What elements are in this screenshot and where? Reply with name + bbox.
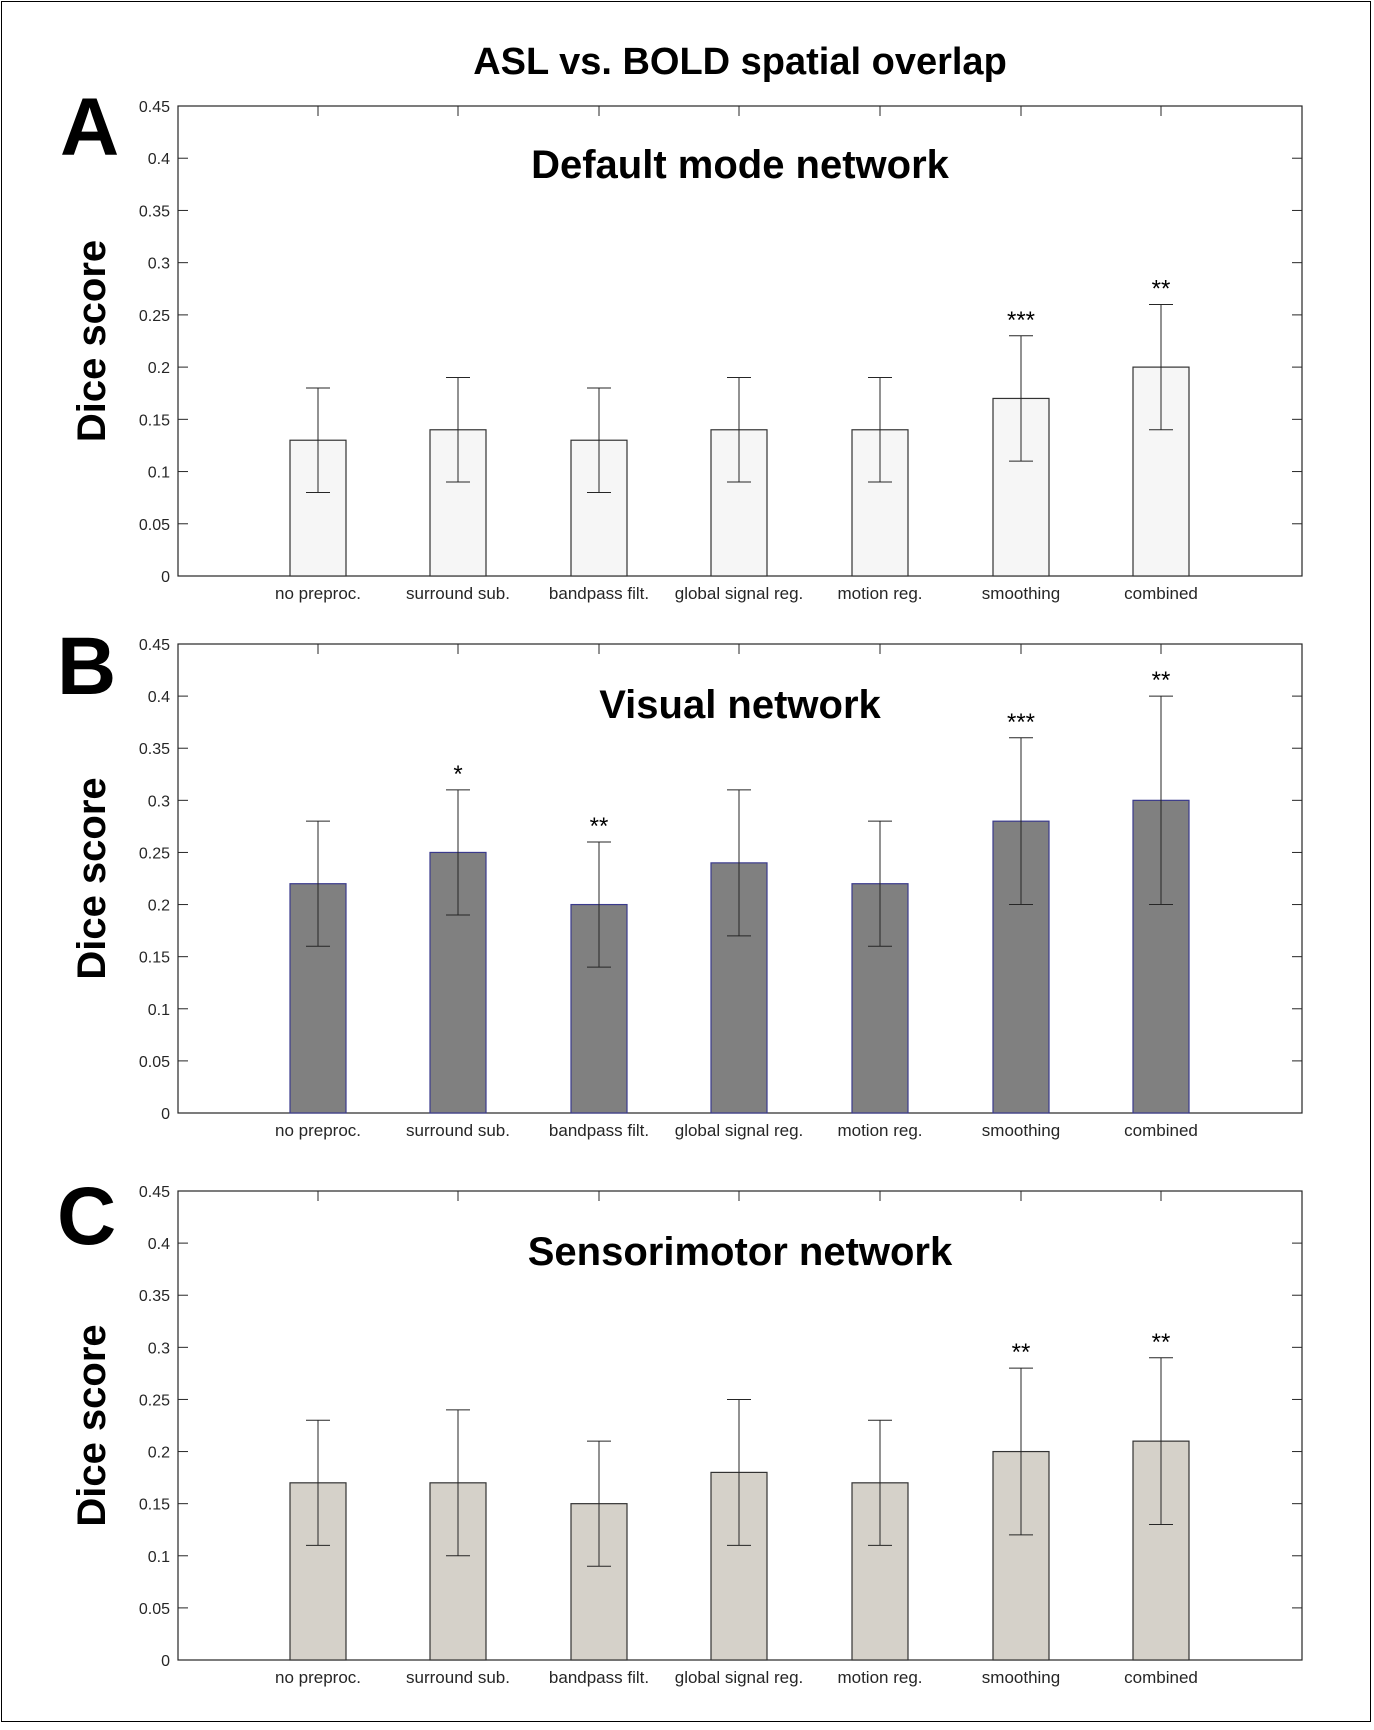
x-tick-label: surround sub.	[406, 1668, 510, 1687]
y-tick-label: 0.25	[139, 308, 170, 325]
x-tick-label: no preproc.	[275, 1121, 361, 1140]
y-tick-label: 0.1	[148, 1002, 170, 1019]
y-tick-label: 0.3	[148, 256, 170, 273]
x-tick-label: motion reg.	[837, 1121, 922, 1140]
y-tick-label: 0.1	[148, 465, 170, 482]
y-tick-label: 0.45	[139, 637, 170, 654]
x-tick-label: global signal reg.	[675, 1668, 804, 1687]
x-tick-label: no preproc.	[275, 1668, 361, 1687]
y-tick-label: 0.2	[148, 898, 170, 915]
x-tick-label: motion reg.	[837, 584, 922, 603]
x-tick-label: motion reg.	[837, 1668, 922, 1687]
panel-title: Default mode network	[531, 143, 950, 187]
y-tick-label: 0.35	[139, 741, 170, 758]
significance-marker: **	[1152, 275, 1171, 302]
x-tick-label: combined	[1124, 1121, 1198, 1140]
x-tick-label: global signal reg.	[675, 1121, 804, 1140]
x-tick-label: bandpass filt.	[549, 1668, 649, 1687]
significance-marker: **	[1012, 1339, 1031, 1366]
panel-b: B Visual network Dice score 0 0.05 0.1 0.15 0.2…	[57, 621, 1303, 1140]
x-tick-label: bandpass filt.	[549, 1121, 649, 1140]
significance-marker: ***	[1007, 709, 1035, 736]
y-tick-label: 0	[161, 1106, 170, 1123]
panel-title: Sensorimotor network	[528, 1230, 953, 1274]
significance-marker: **	[590, 813, 609, 840]
y-tick-label: 0.15	[139, 950, 170, 967]
y-tick-label: 0.35	[139, 203, 170, 220]
significance-marker: **	[1152, 667, 1171, 694]
panel-a: A Default mode network Dice score 0 0.05 0.1 0…	[60, 82, 1303, 603]
x-tick-label: smoothing	[982, 1121, 1060, 1140]
significance-marker: *	[453, 761, 462, 788]
x-tick-label: bandpass filt.	[549, 584, 649, 603]
y-tick-label: 0.25	[139, 845, 170, 862]
y-tick-label: 0.3	[148, 793, 170, 810]
significance-marker: **	[1152, 1329, 1171, 1356]
y-axis-label: Dice score	[70, 777, 114, 979]
y-tick-label: 0.05	[139, 517, 170, 534]
panel-c: C Sensorimotor network Dice score 0 0.05 0.1 0…	[57, 1171, 1303, 1687]
x-tick-label: surround sub.	[406, 584, 510, 603]
y-tick-label: 0	[161, 1653, 170, 1670]
y-tick-label: 0	[161, 569, 170, 586]
x-tick-label: global signal reg.	[675, 584, 804, 603]
x-tick-label: surround sub.	[406, 1121, 510, 1140]
y-tick-label: 0.15	[139, 412, 170, 429]
panel-label: A	[60, 82, 119, 173]
y-tick-label: 0.35	[139, 1288, 170, 1305]
significance-marker: ***	[1007, 307, 1035, 334]
y-tick-label: 0.25	[139, 1392, 170, 1409]
y-axis-label: Dice score	[70, 1324, 114, 1526]
y-tick-label: 0.1	[148, 1549, 170, 1566]
panel-label: B	[57, 621, 116, 712]
panel-title: Visual network	[599, 683, 881, 727]
x-tick-label: combined	[1124, 1668, 1198, 1687]
panel-label: C	[57, 1171, 116, 1262]
y-tick-label: 0.45	[139, 99, 170, 116]
y-axis-label: Dice score	[70, 240, 114, 442]
x-tick-label: smoothing	[982, 1668, 1060, 1687]
x-tick-label: no preproc.	[275, 584, 361, 603]
y-tick-label: 0.3	[148, 1340, 170, 1357]
y-tick-label: 0.45	[139, 1184, 170, 1201]
y-tick-label: 0.4	[148, 689, 170, 706]
y-tick-label: 0.15	[139, 1497, 170, 1514]
y-tick-label: 0.2	[148, 360, 170, 377]
x-tick-label: combined	[1124, 584, 1198, 603]
y-tick-label: 0.4	[148, 1236, 170, 1253]
figure-title: ASL vs. BOLD spatial overlap	[473, 41, 1007, 83]
y-tick-label: 0.05	[139, 1054, 170, 1071]
y-tick-label: 0.2	[148, 1445, 170, 1462]
x-tick-label: smoothing	[982, 584, 1060, 603]
y-tick-label: 0.4	[148, 151, 170, 168]
y-tick-label: 0.05	[139, 1601, 170, 1618]
